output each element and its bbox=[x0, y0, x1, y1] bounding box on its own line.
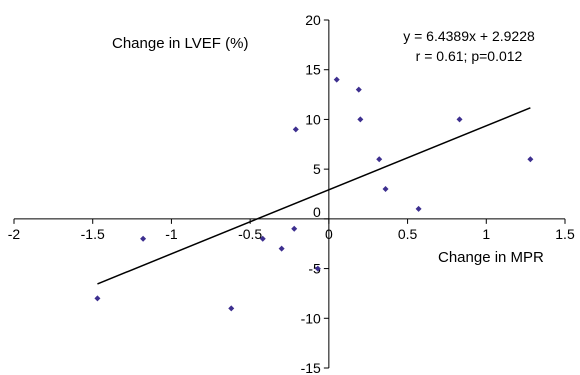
x-axis-title: Change in MPR bbox=[438, 249, 544, 266]
x-tick-labels: -2 -1.5 -1 -0.5 0 0.5 1 1.5 bbox=[8, 226, 575, 242]
regression-equation: y = 6.4389x + 2.9228 bbox=[403, 28, 535, 44]
data-point bbox=[527, 156, 534, 163]
x-tick-label: 0 bbox=[325, 226, 333, 242]
y-tick-label: -5 bbox=[308, 261, 321, 277]
y-axis-title: Change in LVEF (%) bbox=[112, 35, 248, 52]
data-point bbox=[357, 116, 364, 123]
correlation-stats: r = 0.61; p=0.012 bbox=[416, 48, 523, 64]
x-tick-label: -2 bbox=[8, 226, 21, 242]
y-tick-labels: -15 -10 -5 5 10 15 20 0 bbox=[301, 12, 321, 375]
y-tick-label: 20 bbox=[305, 12, 321, 28]
x-tick-label: 0.5 bbox=[398, 226, 418, 242]
y-tick-label: 10 bbox=[305, 111, 321, 127]
y-tick-label: 0 bbox=[313, 204, 321, 220]
data-point bbox=[415, 205, 422, 212]
y-tick-label: 5 bbox=[313, 161, 321, 177]
data-point bbox=[456, 116, 463, 123]
data-point bbox=[140, 235, 147, 242]
data-point bbox=[382, 186, 389, 193]
data-point bbox=[291, 225, 298, 232]
data-point bbox=[314, 265, 321, 272]
x-tick-label: 1 bbox=[482, 226, 490, 242]
data-point bbox=[355, 86, 362, 93]
x-tick-label: -1 bbox=[165, 226, 178, 242]
trendline bbox=[97, 107, 531, 285]
x-tick-label: -0.5 bbox=[238, 226, 262, 242]
data-point bbox=[376, 156, 383, 163]
y-tick-label: -15 bbox=[301, 360, 321, 375]
x-tick-label: -1.5 bbox=[81, 226, 105, 242]
data-point bbox=[333, 76, 340, 83]
data-point bbox=[228, 305, 235, 312]
data-point bbox=[94, 295, 101, 302]
y-tick-label: -10 bbox=[301, 310, 321, 326]
data-point bbox=[278, 245, 285, 252]
tick-layer bbox=[13, 19, 566, 369]
data-point bbox=[259, 235, 266, 242]
x-tick-label: 1.5 bbox=[555, 226, 575, 242]
data-points bbox=[94, 76, 534, 312]
data-point bbox=[292, 126, 299, 133]
y-tick-label: 15 bbox=[305, 62, 321, 78]
